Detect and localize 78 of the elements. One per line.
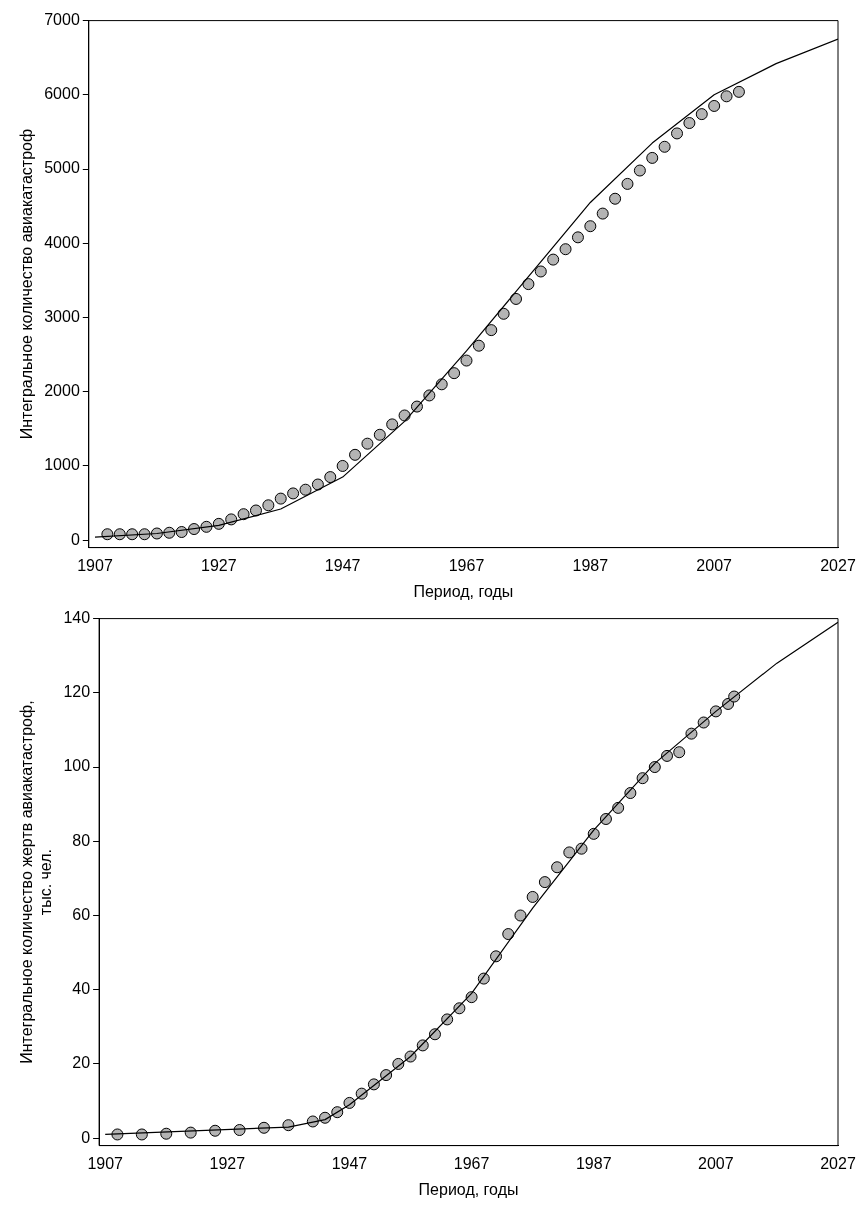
x-tick-label: 2007 (696, 556, 733, 574)
y-tick-label: 2000 (44, 382, 80, 400)
point (324, 471, 337, 484)
y-tick-label: 20 (72, 1054, 91, 1072)
point (373, 428, 386, 441)
point (361, 437, 374, 450)
y-tick-label: 80 (72, 831, 91, 849)
point (571, 231, 584, 244)
point (646, 151, 659, 164)
point (262, 499, 275, 512)
y-tick-label: 3000 (44, 307, 80, 325)
point (621, 177, 634, 190)
y-axis-title: Интегральное количество жертв авиакатастроф, тыс. чел. (18, 700, 55, 1064)
x-tick-label: 1927 (209, 1154, 246, 1172)
y-axis-title: Интегральное количество авиакатастроф (18, 128, 36, 440)
x-tick-label: 1907 (87, 1154, 124, 1172)
point (584, 220, 597, 233)
point (547, 253, 560, 266)
point (510, 292, 523, 305)
point (526, 890, 539, 903)
y-tick-label: 0 (81, 1128, 91, 1146)
y-tick-label: 140 (63, 609, 91, 627)
point (732, 85, 745, 98)
x-tick-label: 1947 (324, 556, 361, 574)
point (633, 164, 646, 177)
point (671, 127, 684, 140)
point (472, 339, 485, 352)
point (551, 861, 564, 874)
point (683, 117, 696, 130)
point (497, 307, 510, 320)
x-tick-label: 1927 (201, 556, 237, 574)
y-tick-label: 6000 (44, 85, 80, 103)
point (708, 99, 721, 112)
x-tick-label: 2007 (698, 1154, 734, 1172)
point (673, 746, 686, 759)
point (287, 487, 300, 500)
point (596, 207, 609, 220)
point (249, 504, 262, 517)
x-tick-label: 2027 (820, 1154, 856, 1172)
y-tick-label: 60 (72, 905, 91, 923)
point (485, 324, 498, 337)
y-tick-label: 1000 (44, 456, 80, 474)
y-tick-label: 120 (63, 683, 91, 701)
point (460, 354, 473, 367)
point (386, 418, 399, 431)
x-tick-label: 1947 (331, 1154, 368, 1172)
point (695, 108, 708, 121)
point (658, 140, 671, 153)
x-tick-label: 1967 (453, 1154, 490, 1172)
point (522, 278, 535, 291)
point (274, 492, 287, 505)
y-tick-label: 7000 (44, 11, 80, 29)
point (311, 478, 324, 491)
point (720, 90, 733, 103)
y-tick-label: 40 (72, 980, 91, 998)
y-tick-label: 5000 (44, 159, 80, 177)
y-tick-label: 4000 (44, 233, 80, 251)
point (336, 459, 349, 472)
y-tick-label: 0 (70, 530, 80, 548)
point (538, 876, 551, 889)
x-axis-title: Период, годы (418, 1180, 519, 1198)
point (609, 192, 622, 205)
point (237, 508, 250, 521)
x-tick-label: 1967 (448, 556, 485, 574)
point (563, 846, 576, 859)
point (502, 928, 515, 941)
y-tick-label: 100 (63, 757, 91, 775)
point (349, 448, 362, 461)
point (299, 483, 312, 496)
x-tick-label: 1987 (572, 556, 609, 574)
x-tick-label: 1987 (575, 1154, 612, 1172)
x-axis-title: Период, годы (413, 582, 514, 600)
x-tick-label: 1907 (77, 556, 113, 574)
point (559, 243, 572, 256)
point (448, 367, 461, 380)
point (534, 265, 547, 278)
x-tick-label: 2027 (820, 556, 856, 574)
point (514, 909, 527, 922)
